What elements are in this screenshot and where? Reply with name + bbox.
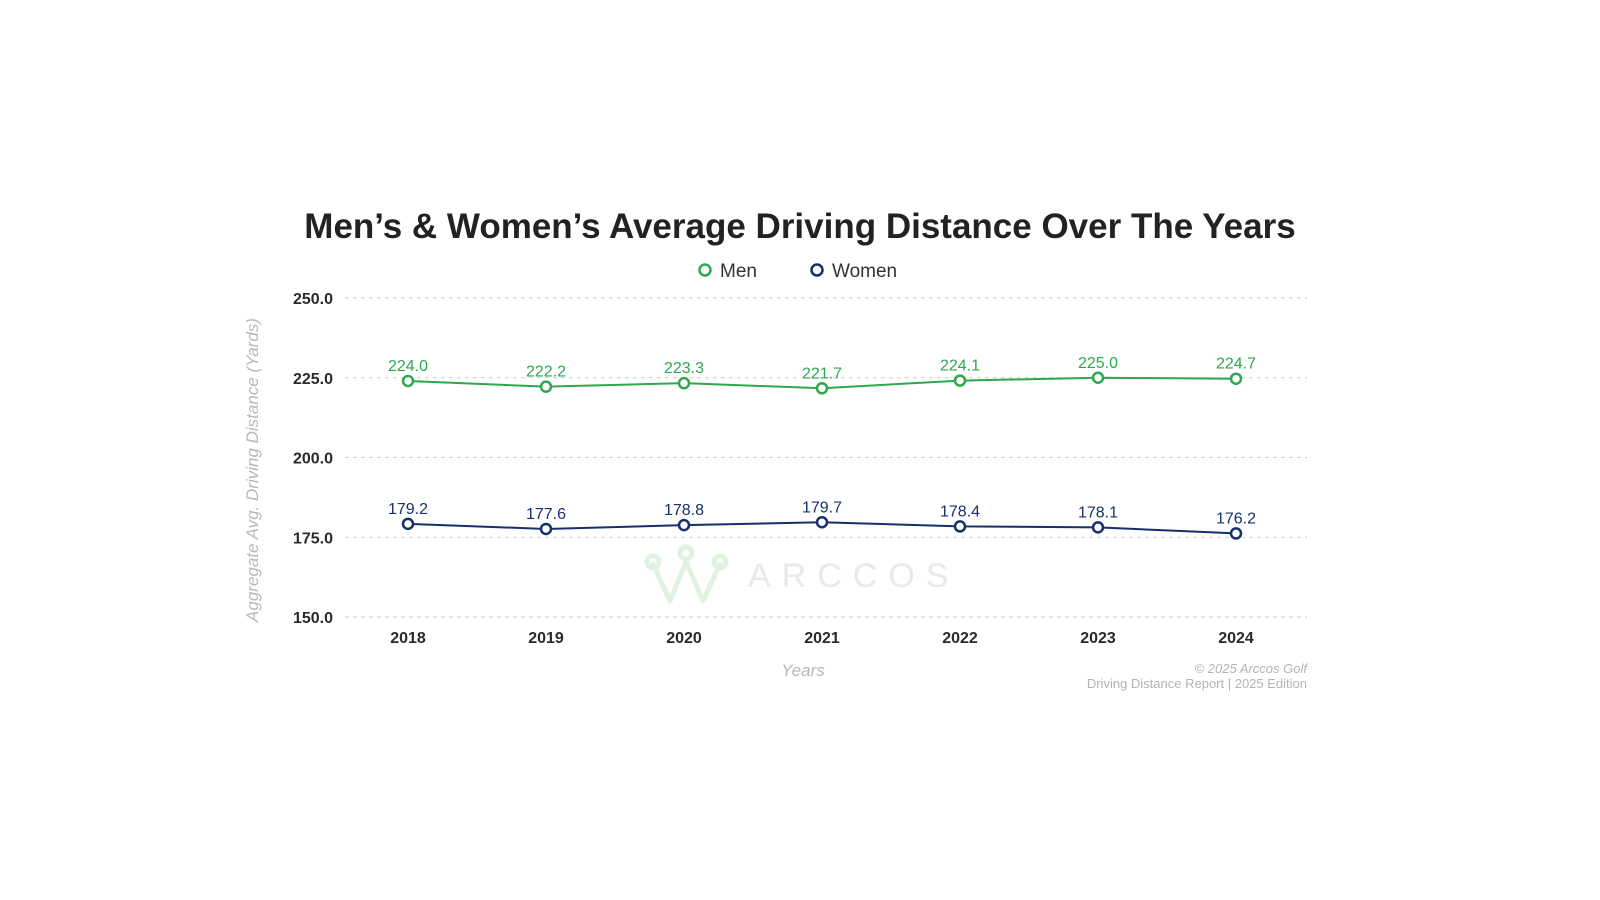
data-label: 224.0 [388,358,428,375]
data-label: 178.8 [664,502,704,519]
data-point [401,517,415,531]
data-label: 224.7 [1216,356,1256,373]
watermark: ARCCOS [644,544,959,604]
watermark-text: ARCCOS [748,557,959,595]
data-point [677,376,691,390]
data-point [953,520,967,533]
x-tick-label: 2019 [528,630,564,647]
y-axis-ticks: 250.0 225.0 200.0 175.0 150.0 [293,291,333,627]
footer-copyright: © 2025 Arccos Golf [1195,661,1309,676]
data-point [1091,521,1105,534]
y-tick-label: 150.0 [293,610,333,627]
data-label: 224.1 [940,358,980,375]
y-tick-label: 200.0 [293,451,333,468]
x-tick-label: 2018 [390,630,426,647]
data-label: 177.6 [526,506,566,523]
x-tick-label: 2024 [1218,630,1254,647]
y-axis-label: Aggregate Avg. Driving Distance (Yards) [243,318,262,623]
y-tick-label: 250.0 [293,291,333,308]
data-point [953,374,967,387]
data-point [677,518,691,532]
footer-report: Driving Distance Report | 2025 Edition [1087,676,1307,691]
x-tick-label: 2023 [1080,630,1116,647]
chart-title: Men’s & Women’s Average Driving Distance… [304,207,1295,246]
series: 224.0 222.2 223.3 221.7 224.1 225.0 224.7 179.2… [388,355,1256,540]
data-point [815,382,829,395]
data-label: 178.1 [1078,504,1118,521]
data-label: 221.7 [802,365,842,382]
data-point [1229,527,1243,540]
legend-women-label: Women [832,261,897,282]
data-point [401,374,415,388]
legend: Men Women [698,261,897,282]
x-axis-ticks: 2018 2019 2020 2021 2022 2023 2024 [390,630,1254,647]
y-tick-label: 175.0 [293,530,333,547]
x-tick-label: 2022 [942,630,978,647]
legend-women-marker [810,263,824,277]
data-point [815,516,829,529]
data-label: 179.7 [802,499,842,516]
series-women: 179.2 177.6 178.8 179.7 178.4 178.1 176.2 [388,499,1256,540]
data-label: 222.2 [526,364,566,381]
x-tick-label: 2020 [666,630,702,647]
data-point [1229,372,1243,385]
data-point [539,380,553,393]
data-label: 225.0 [1078,355,1118,372]
data-label: 179.2 [388,501,428,518]
data-label: 176.2 [1216,510,1256,527]
data-label: 223.3 [664,360,704,377]
y-tick-label: 225.0 [293,371,333,388]
crown-icon [644,544,729,604]
legend-men-marker [698,263,712,277]
x-axis-label: Years [781,661,825,680]
legend-men-label: Men [720,261,757,282]
series-men: 224.0 222.2 223.3 221.7 224.1 225.0 224.7 [388,355,1256,395]
x-tick-label: 2021 [804,630,840,647]
data-point [1091,371,1105,384]
data-label: 178.4 [940,503,980,520]
data-point [539,522,553,536]
